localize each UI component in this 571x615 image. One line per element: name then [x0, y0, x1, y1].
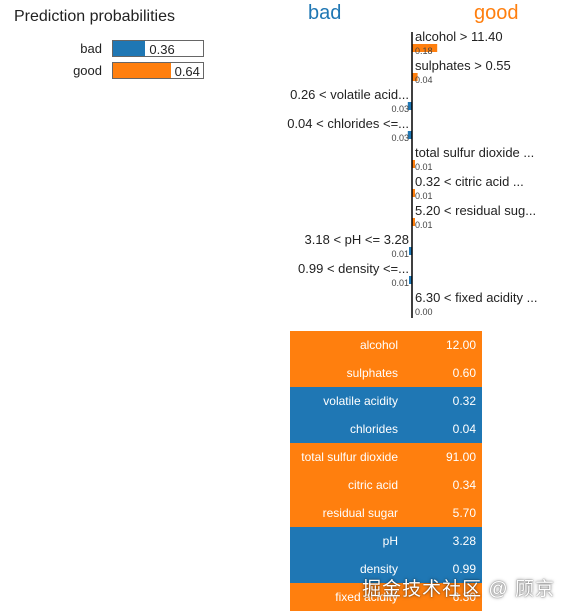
class-label-good: good: [474, 2, 519, 24]
feature-weight-label: 0.01: [415, 162, 433, 172]
feature-condition-label: 3.18 < pH <= 3.28: [305, 232, 409, 247]
feature-condition-label: 5.20 < residual sug...: [415, 203, 536, 218]
feature-weight-label: 0.01: [391, 249, 409, 259]
feature-name-cell: sulphates: [346, 366, 398, 380]
prediction-value: 0.64: [174, 64, 200, 79]
table-row: sulphates 0.60: [290, 359, 482, 387]
feature-condition-label: 0.99 < density <=...: [298, 261, 409, 276]
prediction-bar-box: 0.64: [112, 62, 204, 79]
feature-name-cell: fixed acidity: [335, 590, 398, 604]
table-row: alcohol 12.00: [290, 331, 482, 359]
table-row: density 0.99: [290, 555, 482, 583]
feature-weight-label: 0.01: [391, 278, 409, 288]
feature-condition-label: sulphates > 0.55: [415, 58, 511, 73]
feature-value-cell: 5.70: [452, 506, 476, 520]
feature-value-cell: 0.34: [452, 478, 476, 492]
feature-weight-bar: [407, 102, 412, 110]
feature-weight-bar: [409, 276, 412, 284]
explanation-bar-chart: alcohol > 11.40 0.18 sulphates > 0.55 0.04 0…: [287, 29, 537, 318]
feature-value-cell: 0.99: [452, 562, 476, 576]
table-row: chlorides 0.04: [290, 415, 482, 443]
feature-weight-label: 0.04: [415, 75, 433, 85]
feature-weight-label: 0.01: [415, 191, 433, 201]
feature-value-cell: 12.00: [445, 338, 476, 352]
table-row: total sulfur dioxide 91.00: [290, 443, 482, 471]
feature-weight-bar: [412, 44, 438, 52]
feature-value-cell: 6.30: [452, 590, 476, 604]
prediction-label: good: [73, 63, 102, 78]
prediction-bar-fill: [113, 41, 146, 56]
feature-value-cell: 0.04: [452, 422, 476, 436]
feature-weight-bar: [412, 160, 415, 168]
feature-condition-label: 0.32 < citric acid ...: [415, 174, 524, 189]
watermark-text: 掘金技术社区 @ 顾京: [362, 579, 555, 600]
table-row: pH 3.28: [290, 527, 482, 555]
feature-condition-label: 0.04 < chlorides <=...: [287, 116, 409, 131]
prediction-row-bad: bad 0.36: [0, 40, 220, 59]
feature-weight-bar: [409, 247, 412, 255]
feature-value-cell: 3.28: [452, 534, 476, 548]
feature-weight-label: 0.18: [415, 46, 433, 56]
table-row: fixed acidity 6.30: [290, 583, 482, 611]
feature-condition-label: total sulfur dioxide ...: [415, 145, 534, 160]
prediction-row-good: good 0.64: [0, 62, 220, 81]
feature-name-cell: volatile acidity: [323, 394, 398, 408]
feature-weight-label: 0.00: [415, 307, 433, 317]
feature-weight-label: 0.03: [391, 133, 409, 143]
feature-value-table: alcohol 12.00 sulphates 0.60 volatile acidit…: [290, 331, 482, 611]
feature-value-cell: 0.60: [452, 366, 476, 380]
feature-condition-label: 0.26 < volatile acid...: [290, 87, 409, 102]
feature-name-cell: total sulfur dioxide: [301, 450, 398, 464]
feature-value-cell: 0.32: [452, 394, 476, 408]
feature-value-cell: 91.00: [445, 450, 476, 464]
feature-weight-label: 0.03: [391, 104, 409, 114]
feature-name-cell: density: [359, 562, 398, 576]
prediction-probabilities-title: Prediction probabilities: [14, 8, 175, 25]
table-row: residual sugar 5.70: [290, 499, 482, 527]
feature-condition-label: 6.30 < fixed acidity ...: [415, 290, 537, 305]
feature-weight-bar: [412, 73, 418, 81]
table-row: volatile acidity 0.32: [290, 387, 482, 415]
prediction-value: 0.36: [149, 42, 175, 57]
feature-name-cell: pH: [382, 534, 398, 548]
feature-weight-bar: [412, 189, 415, 197]
feature-weight-label: 0.01: [415, 220, 433, 230]
feature-name-cell: alcohol: [359, 338, 398, 352]
feature-name-cell: chlorides: [349, 422, 398, 436]
feature-weight-bar: [412, 218, 415, 226]
prediction-bar-fill: [113, 63, 171, 78]
feature-name-cell: citric acid: [347, 478, 398, 492]
feature-weight-bar: [407, 131, 412, 139]
prediction-bar-box: 0.36: [112, 40, 204, 57]
feature-name-cell: residual sugar: [322, 506, 398, 520]
table-row: citric acid 0.34: [290, 471, 482, 499]
feature-condition-label: alcohol > 11.40: [415, 29, 503, 44]
class-label-bad: bad: [308, 2, 342, 24]
prediction-label: bad: [80, 41, 102, 56]
